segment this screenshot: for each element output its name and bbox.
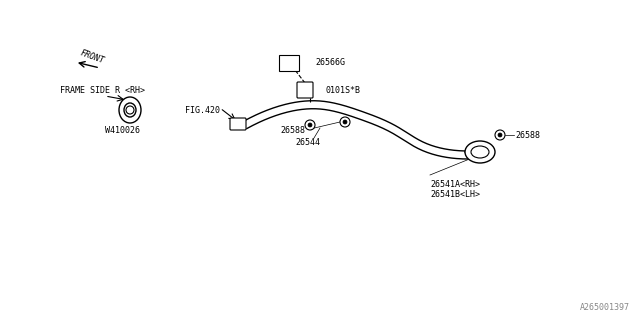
Text: 26541A<RH>
26541B<LH>: 26541A<RH> 26541B<LH> [430,180,480,199]
Text: FRONT: FRONT [79,49,106,66]
Circle shape [495,130,505,140]
Ellipse shape [119,97,141,123]
Text: 26544: 26544 [295,138,320,147]
Ellipse shape [471,146,489,158]
Text: 26566G: 26566G [315,58,345,67]
Circle shape [498,133,502,137]
Circle shape [343,120,347,124]
Text: 26588: 26588 [280,125,305,134]
Text: 0101S*B: 0101S*B [325,85,360,94]
FancyBboxPatch shape [279,55,299,71]
Text: FIG.420: FIG.420 [185,106,220,115]
Circle shape [305,120,315,130]
Circle shape [308,123,312,127]
Circle shape [304,89,306,91]
Text: W410026: W410026 [105,125,140,134]
Circle shape [302,87,308,93]
Circle shape [126,106,134,114]
Ellipse shape [465,141,495,163]
Circle shape [232,121,238,127]
Circle shape [340,117,350,127]
Text: FRAME SIDE R <RH>: FRAME SIDE R <RH> [60,85,145,94]
FancyBboxPatch shape [297,82,313,98]
FancyBboxPatch shape [230,118,246,130]
Text: 26588: 26588 [515,131,540,140]
Text: A265001397: A265001397 [580,303,630,312]
Ellipse shape [124,103,136,117]
